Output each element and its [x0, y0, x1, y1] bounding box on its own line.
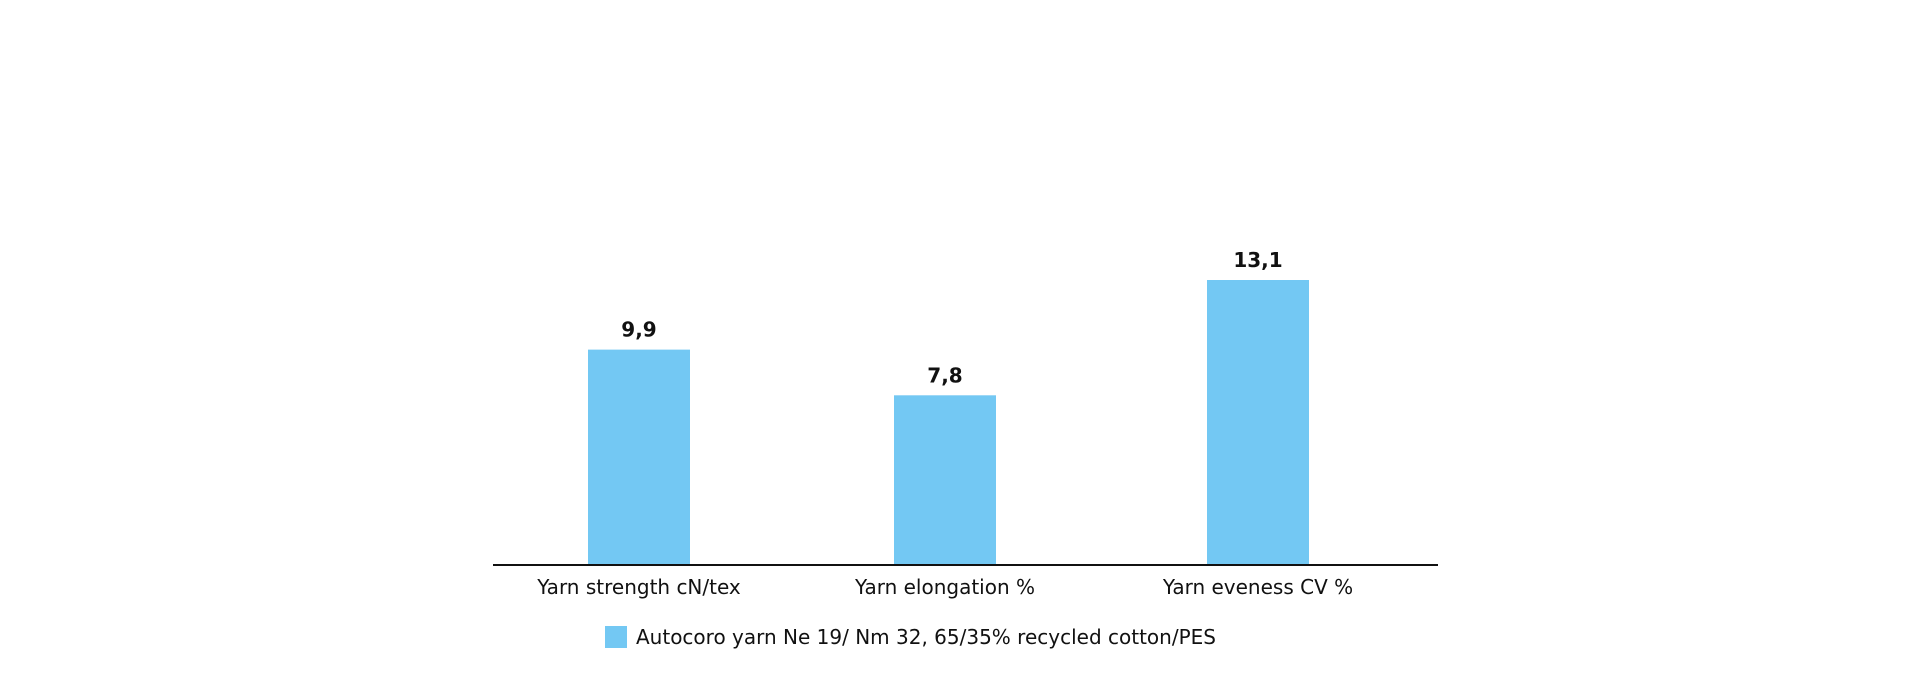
x-tick-label-3: Yarn eveness CV %	[1162, 575, 1353, 599]
bar-value-label-2: 7,8	[927, 363, 962, 387]
bar-2	[894, 395, 996, 565]
x-tick-label-1: Yarn strength cN/tex	[536, 575, 741, 599]
bar-value-label-1: 9,9	[621, 318, 656, 342]
bar-value-label-3: 13,1	[1233, 248, 1282, 272]
legend: Autocoro yarn Ne 19/ Nm 32, 65/35% recyc…	[605, 625, 1216, 649]
bar-3	[1207, 280, 1309, 565]
legend-label: Autocoro yarn Ne 19/ Nm 32, 65/35% recyc…	[636, 625, 1216, 649]
bars-layer	[588, 280, 1309, 565]
value-labels-layer: 9,9 7,8 13,1	[621, 248, 1282, 387]
tick-labels-layer: Yarn strength cN/tex Yarn elongation % Yar…	[536, 575, 1353, 599]
bar-1	[588, 349, 690, 565]
legend-swatch	[605, 626, 627, 648]
x-tick-label-2: Yarn elongation %	[854, 575, 1035, 599]
